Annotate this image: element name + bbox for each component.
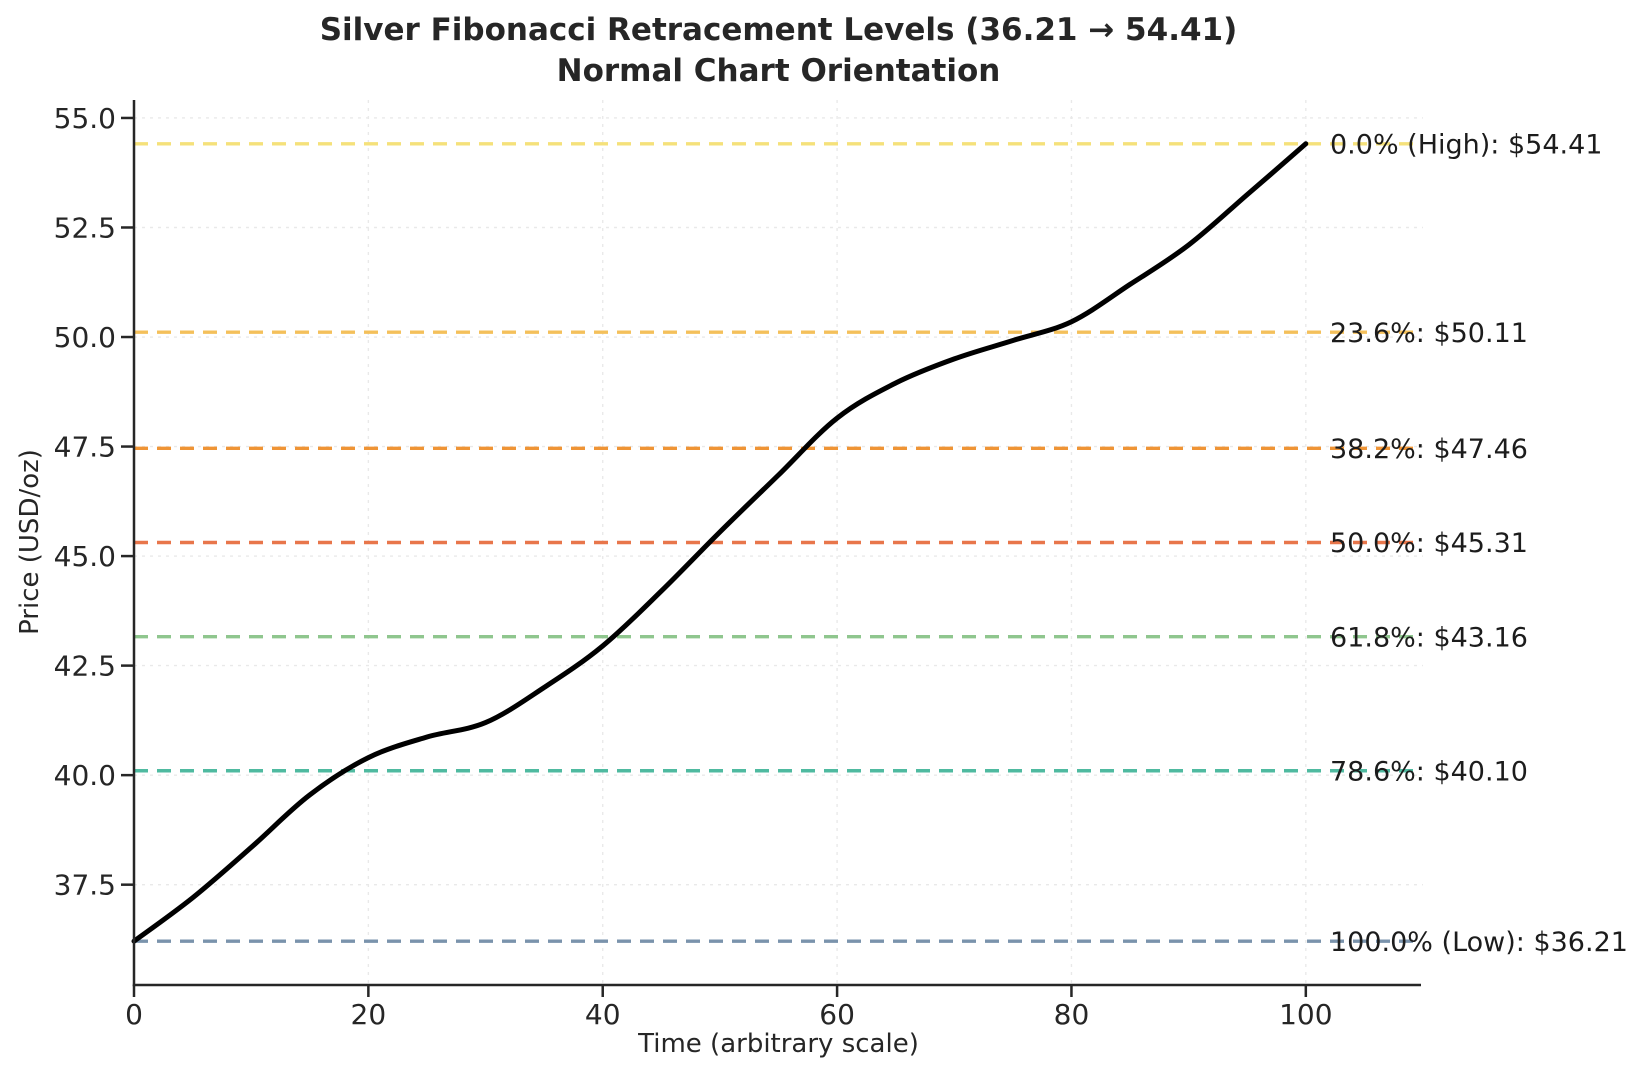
x-tick-label-2: 40 [585,998,621,1031]
x-tick-label-4: 80 [1054,998,1090,1031]
chart-title-line1: Silver Fibonacci Retracement Levels (36.… [319,12,1238,48]
y-tick-label-7: 55.0 [54,102,116,135]
price-line [131,141,1309,944]
fib-label-78.6pct: 78.6%: $40.10 [1330,756,1528,787]
y-tick-label-0: 37.5 [54,869,116,902]
y-tick-label-5: 50.0 [54,321,116,354]
fib-label-100.0pct: 100.0% (Low): $36.21 [1330,927,1627,958]
x-axis-label: Time (arbitrary scale) [638,1029,919,1059]
y-tick-label-6: 52.5 [54,211,116,244]
y-tick-label-4: 47.5 [54,431,116,464]
x-tick-label-5: 100 [1279,998,1332,1031]
chart-title: Silver Fibonacci Retracement Levels (36.… [134,10,1423,92]
y-tick-label-3: 45.0 [54,540,116,573]
y-tick-label-2: 42.5 [54,650,116,683]
fib-label-61.8pct: 61.8%: $43.16 [1330,622,1528,653]
x-tick-label-0: 0 [125,998,143,1031]
y-tick-label-1: 40.0 [54,759,116,792]
fib-label-38.2pct: 38.2%: $47.46 [1330,434,1528,465]
fib-label-0.0pct: 0.0% (High): $54.41 [1330,130,1602,161]
fib-label-23.6pct: 23.6%: $50.11 [1330,318,1528,349]
x-tick-label-1: 20 [351,998,387,1031]
x-tick-label-3: 60 [819,998,855,1031]
fib-label-50.0pct: 50.0%: $45.31 [1330,528,1528,559]
chart-title-line2: Normal Chart Orientation [556,53,1001,89]
